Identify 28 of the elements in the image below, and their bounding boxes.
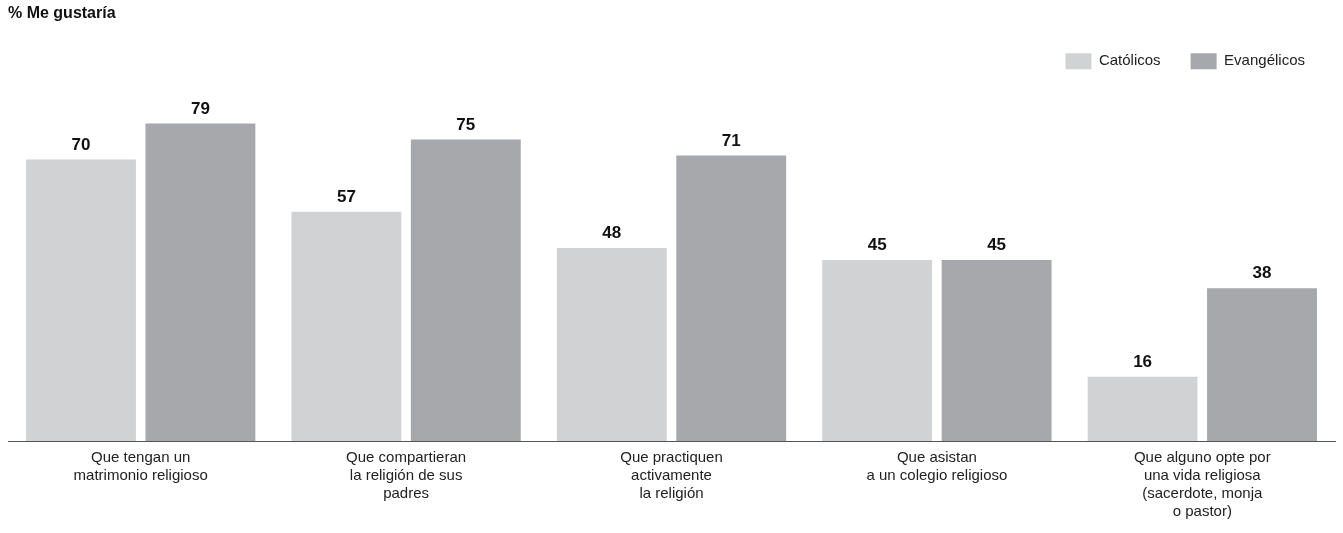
x-tick-label: Que tengan un matrimonio religioso: [73, 448, 208, 484]
bar: [822, 260, 933, 441]
bar: [1207, 288, 1317, 441]
data-label: 45: [987, 235, 1007, 255]
data-label: 38: [1252, 263, 1272, 283]
data-label: 79: [190, 98, 210, 118]
x-tick-label: Que compartieran la religión de sus padres: [346, 448, 467, 502]
bar: [26, 159, 136, 441]
x-tick-label: Que asistan a un colegio religioso: [866, 448, 1008, 484]
chart-title: % Me gustaría: [8, 4, 116, 22]
bar: [1087, 376, 1198, 441]
bar: [145, 123, 256, 441]
data-label: 71: [721, 130, 741, 150]
x-tick-label: Que alguno opte por una vida religiosa (sacerdote, monja o pastor): [1133, 448, 1271, 520]
bar: [291, 211, 402, 441]
bar: [410, 139, 521, 441]
data-label: 70: [71, 134, 91, 154]
data-label: 75: [456, 114, 476, 134]
bar: [556, 248, 667, 441]
data-label: 57: [336, 187, 356, 207]
data-label: 48: [602, 223, 622, 243]
legend-label: Evangélicos: [1224, 51, 1306, 69]
data-label: 16: [1133, 351, 1153, 371]
data-label: 45: [867, 235, 887, 255]
legend-label: Católicos: [1098, 51, 1161, 69]
x-tick-label: Que practiquen activamente la religión: [620, 448, 723, 502]
bar: [676, 155, 787, 441]
bar: [941, 260, 1052, 441]
